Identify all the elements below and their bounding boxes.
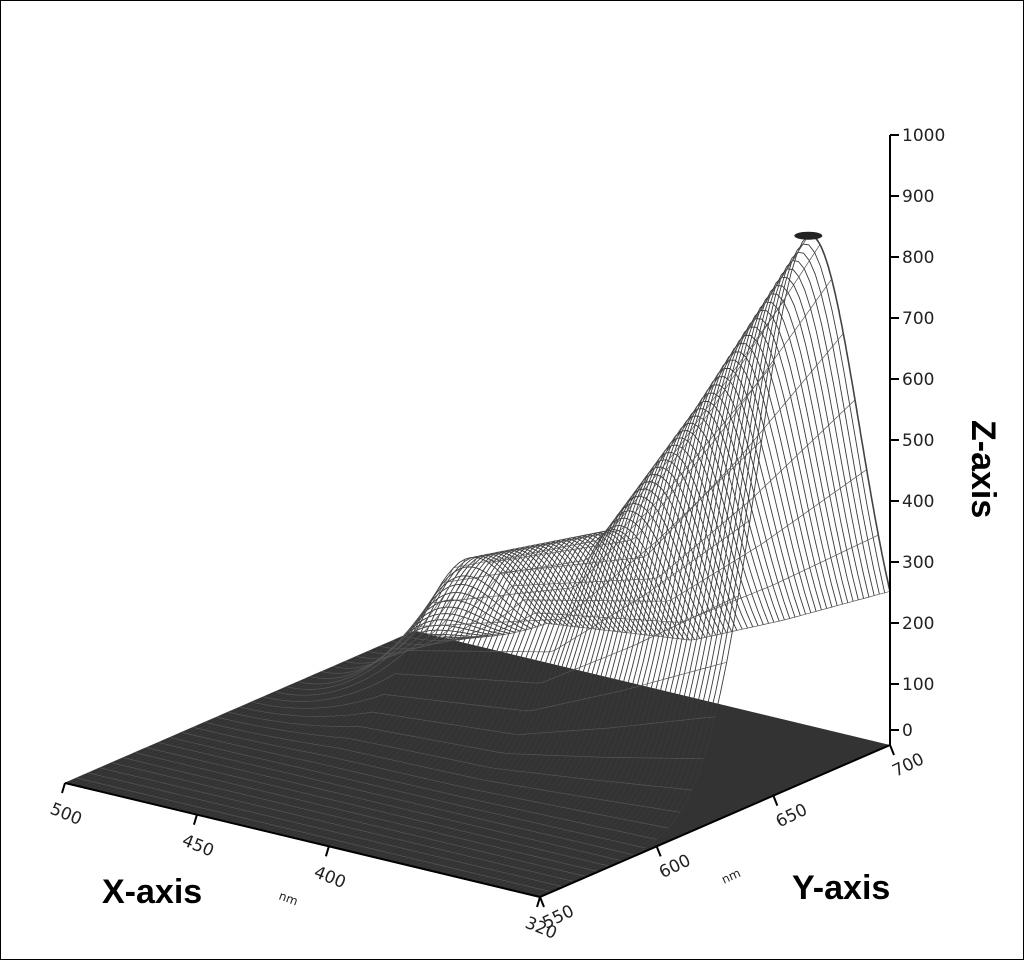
- z-tick-label: 400: [902, 492, 934, 512]
- x-axis-title: X-axis: [102, 873, 202, 911]
- mesh-line-y: [344, 244, 821, 664]
- mesh-line-y: [169, 737, 646, 849]
- mesh-line-y: [158, 742, 634, 856]
- mesh-line-y: [134, 752, 611, 867]
- z-tick-label: 1000: [902, 126, 945, 146]
- mesh-line-y: [414, 590, 891, 641]
- axes: 5004504003205506006507000100200300400500…: [47, 126, 945, 944]
- mesh-line-y: [356, 278, 832, 659]
- x-axis-unit: nm: [277, 889, 300, 909]
- surface-mesh: [64, 231, 891, 898]
- mesh-line-y: [309, 299, 786, 679]
- mesh-line-y: [368, 333, 844, 654]
- mesh-line-y: [251, 661, 727, 712]
- z-tick-label: 700: [902, 309, 934, 329]
- x-tick-mark: [61, 782, 66, 794]
- x-tick-label: 400: [311, 862, 349, 893]
- z-tick-label: 900: [902, 187, 934, 207]
- y-tick-mark: [655, 845, 662, 857]
- mesh-line-y: [146, 747, 622, 862]
- y-axis-line: [539, 744, 891, 898]
- mesh-line-y: [181, 731, 657, 840]
- mesh-line-y: [76, 777, 552, 893]
- x-tick-label: 500: [47, 799, 85, 830]
- mesh-line-y: [88, 772, 564, 888]
- z-tick-label: 500: [902, 431, 934, 451]
- z-tick-label: 200: [902, 614, 934, 634]
- y-axis-title: Y-axis: [792, 869, 890, 907]
- peak-cap: [794, 231, 823, 240]
- mesh-line-y: [99, 767, 576, 883]
- mesh-line-y: [216, 716, 692, 791]
- emission-profile-line: [808, 234, 891, 592]
- y-tick-mark: [539, 896, 545, 908]
- mesh-line-y: [391, 469, 867, 645]
- mesh-line-y: [379, 399, 856, 650]
- y-tick-mark: [772, 795, 779, 807]
- y-tick-label: 600: [656, 851, 694, 883]
- z-tick-label: 100: [902, 675, 934, 695]
- mesh-line-y: [403, 534, 879, 641]
- mesh-line-y: [239, 706, 716, 735]
- x-tick-mark: [192, 814, 198, 825]
- y-tick-label: 700: [889, 749, 927, 781]
- mesh-line-y: [111, 762, 587, 878]
- x-tick-label: 450: [179, 831, 217, 862]
- mesh-line-y: [193, 726, 669, 829]
- mesh-line-y: [333, 235, 809, 669]
- y-tick-label: 650: [773, 800, 811, 832]
- mesh-line-y: [123, 757, 599, 872]
- z-tick-label: 800: [902, 248, 934, 268]
- y-tick-label: 550: [539, 901, 577, 933]
- z-tick-label: 300: [902, 553, 934, 573]
- y-axis-unit: nm: [719, 866, 742, 887]
- mesh-line-y: [204, 721, 681, 813]
- x-tick-mark: [324, 846, 330, 857]
- mesh-line-y: [286, 440, 762, 690]
- z-tick-label: 0: [902, 721, 913, 741]
- y-tick-mark: [889, 744, 895, 756]
- mesh-line-y: [321, 254, 797, 674]
- mesh-line-y: [228, 711, 704, 760]
- z-axis-title: Z-axis: [964, 420, 1002, 518]
- mesh-line-y: [263, 595, 739, 702]
- z-tick-label: 600: [902, 370, 934, 390]
- mesh-line-y: [274, 519, 751, 696]
- x-tick-mark: [536, 896, 541, 908]
- x-axis-line: [64, 782, 541, 898]
